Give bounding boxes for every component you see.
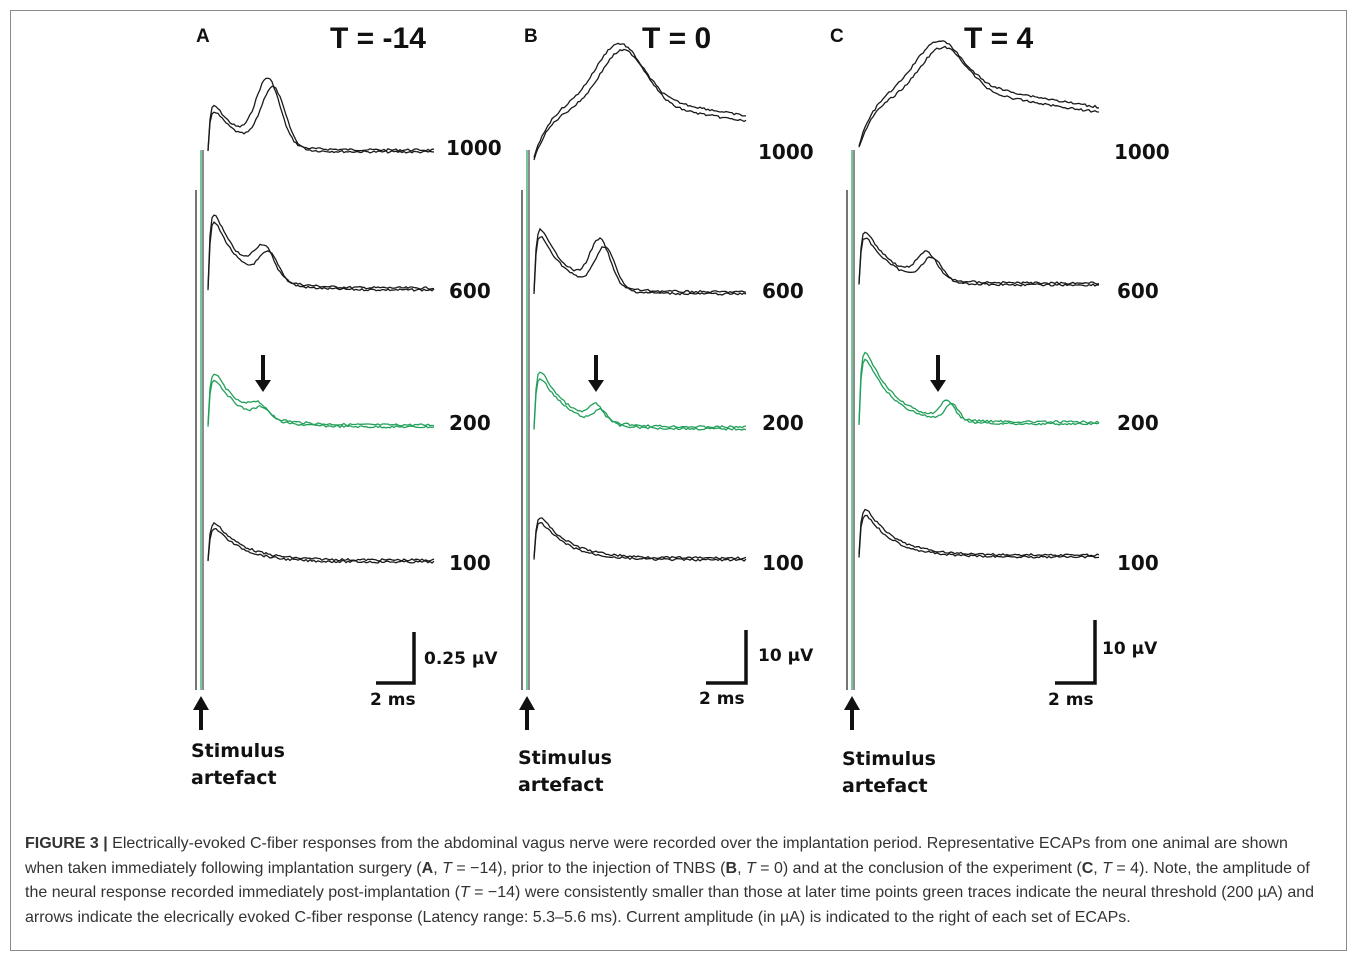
figure-frame	[10, 10, 1347, 951]
trace-label-b-600: 600	[762, 279, 804, 303]
stimulus-line1-a: Stimulus	[191, 740, 285, 762]
ecap-trace-c-1000-1	[858, 40, 1100, 147]
ecap-trace-a-600-1	[207, 214, 435, 290]
trace-label-a-200: 200	[449, 411, 491, 435]
scale-time-b: 2 ms	[699, 689, 745, 709]
stimulus-line2-a: artefact	[191, 767, 277, 789]
stimulus-line1-c: Stimulus	[842, 748, 936, 770]
panel-title-a: T = -14	[330, 22, 426, 55]
stimulus-label-a: Stimulus artefact	[191, 738, 285, 792]
caption-text-7: = 4). Note, the amplitude of the neural …	[25, 859, 1310, 902]
caption-text-6: ,	[1093, 859, 1103, 877]
ecap-trace-a-1000-2	[207, 85, 435, 154]
scale-time-a: 2 ms	[370, 690, 416, 710]
caption-text-4: ,	[737, 859, 746, 877]
stimulus-arrow-icon-b	[519, 696, 535, 710]
scale-bar-c	[1055, 620, 1097, 685]
caption-var-t3: T	[1102, 859, 1112, 877]
trace-label-b-200: 200	[762, 411, 804, 435]
ecap-trace-c-200-2	[858, 358, 1100, 426]
panel-title-c: T = 4	[964, 22, 1034, 55]
ecap-figure	[193, 40, 1100, 730]
ecap-trace-c-600-2	[858, 237, 1100, 287]
trace-label-c-600: 600	[1117, 279, 1159, 303]
scale-voltage-c: 10 µV	[1102, 639, 1158, 659]
trace-label-c-1000: 1000	[1114, 140, 1170, 164]
figure-caption: FIGURE 3 | Electrically-evoked C-fiber r…	[25, 832, 1325, 930]
trace-label-a-1000: 1000	[446, 136, 502, 160]
ecap-trace-c-200-1	[858, 351, 1100, 424]
panel-letter-a: A	[196, 26, 210, 47]
response-arrow-icon-a	[255, 380, 271, 392]
ecap-trace-c-1000-2	[858, 45, 1100, 148]
caption-text-8: = −14) were consistently smaller than th…	[25, 884, 1315, 926]
ecap-trace-b-600-1	[533, 227, 747, 294]
scale-voltage-b: 10 µV	[758, 646, 814, 666]
stimulus-label-c: Stimulus artefact	[842, 746, 936, 800]
caption-ref-b: B	[725, 859, 738, 877]
caption-text-2: ,	[433, 859, 443, 877]
ecap-trace-a-200-1	[207, 373, 435, 427]
ecap-trace-b-200-2	[533, 378, 747, 431]
scale-bar-a	[376, 632, 416, 685]
ecap-trace-c-600-1	[858, 231, 1100, 285]
ecap-trace-c-100-1	[858, 508, 1100, 557]
ecap-trace-b-1000-2	[533, 48, 747, 161]
trace-label-c-100: 100	[1117, 551, 1159, 575]
stimulus-label-b: Stimulus artefact	[518, 745, 612, 799]
ecap-trace-b-200-1	[533, 371, 747, 429]
stimulus-line2-c: artefact	[842, 775, 928, 797]
trace-label-c-200: 200	[1117, 411, 1159, 435]
scale-time-c: 2 ms	[1048, 690, 1094, 710]
caption-var-t2: T	[745, 859, 756, 877]
stimulus-line2-b: artefact	[518, 774, 604, 796]
ecap-trace-a-100-2	[207, 527, 435, 564]
trace-label-a-600: 600	[449, 279, 491, 303]
panel-title-b: T = 0	[642, 22, 712, 55]
trace-label-a-100: 100	[449, 551, 491, 575]
caption-text-1: Electrically-evoked C-fiber responses fr…	[25, 835, 1288, 877]
caption-text-3: = −14), prior to the injection of TNBS (	[451, 859, 726, 877]
caption-label: FIGURE 3 |	[25, 835, 108, 852]
ecap-trace-b-100-1	[533, 517, 747, 560]
panel-letter-c: C	[830, 26, 844, 47]
caption-var-t1: T	[442, 859, 452, 877]
stimulus-arrow-icon-c	[844, 696, 860, 710]
ecap-trace-a-100-1	[207, 521, 435, 562]
trace-layer	[193, 40, 1100, 730]
response-arrow-icon-b	[588, 380, 604, 392]
stimulus-line1-b: Stimulus	[518, 747, 612, 769]
scale-bar-b	[706, 630, 748, 685]
ecap-trace-a-600-2	[207, 221, 435, 292]
ecap-trace-b-1000-1	[533, 42, 746, 158]
scale-voltage-a: 0.25 µV	[424, 649, 498, 669]
caption-var-t4: T	[459, 884, 470, 901]
ecap-trace-a-1000-1	[207, 77, 435, 152]
ecap-trace-a-200-2	[207, 379, 435, 429]
panel-letter-b: B	[524, 26, 538, 47]
stimulus-arrow-icon-a	[193, 696, 209, 710]
response-arrow-icon-c	[930, 380, 946, 392]
ecap-trace-c-100-2	[858, 514, 1100, 559]
ecap-trace-b-600-2	[533, 236, 747, 296]
ecap-trace-b-100-2	[533, 522, 747, 562]
caption-ref-c: C	[1081, 859, 1094, 877]
trace-label-b-1000: 1000	[758, 140, 814, 164]
caption-text-5: = 0) and at the conclusion of the experi…	[755, 859, 1082, 877]
caption-ref-a: A	[421, 859, 434, 877]
trace-label-b-100: 100	[762, 551, 804, 575]
